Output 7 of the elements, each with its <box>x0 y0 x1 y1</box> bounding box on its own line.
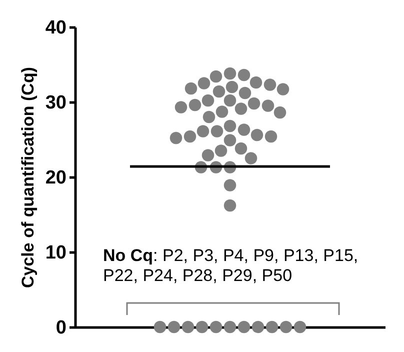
annotation: No Cq: P2, P3, P4, P9, P13, P15, P22, P24, P28, P29, P50 <box>103 246 360 286</box>
y-tick-label: 0 <box>56 318 66 338</box>
y-tick-label: 20 <box>45 168 66 188</box>
y-tick-label: 10 <box>45 242 66 264</box>
y-axis-title: Cycle of quantification (Cq) <box>18 67 38 288</box>
y-tick-label: 30 <box>45 92 66 114</box>
y-tick-label: 40 <box>45 18 66 38</box>
